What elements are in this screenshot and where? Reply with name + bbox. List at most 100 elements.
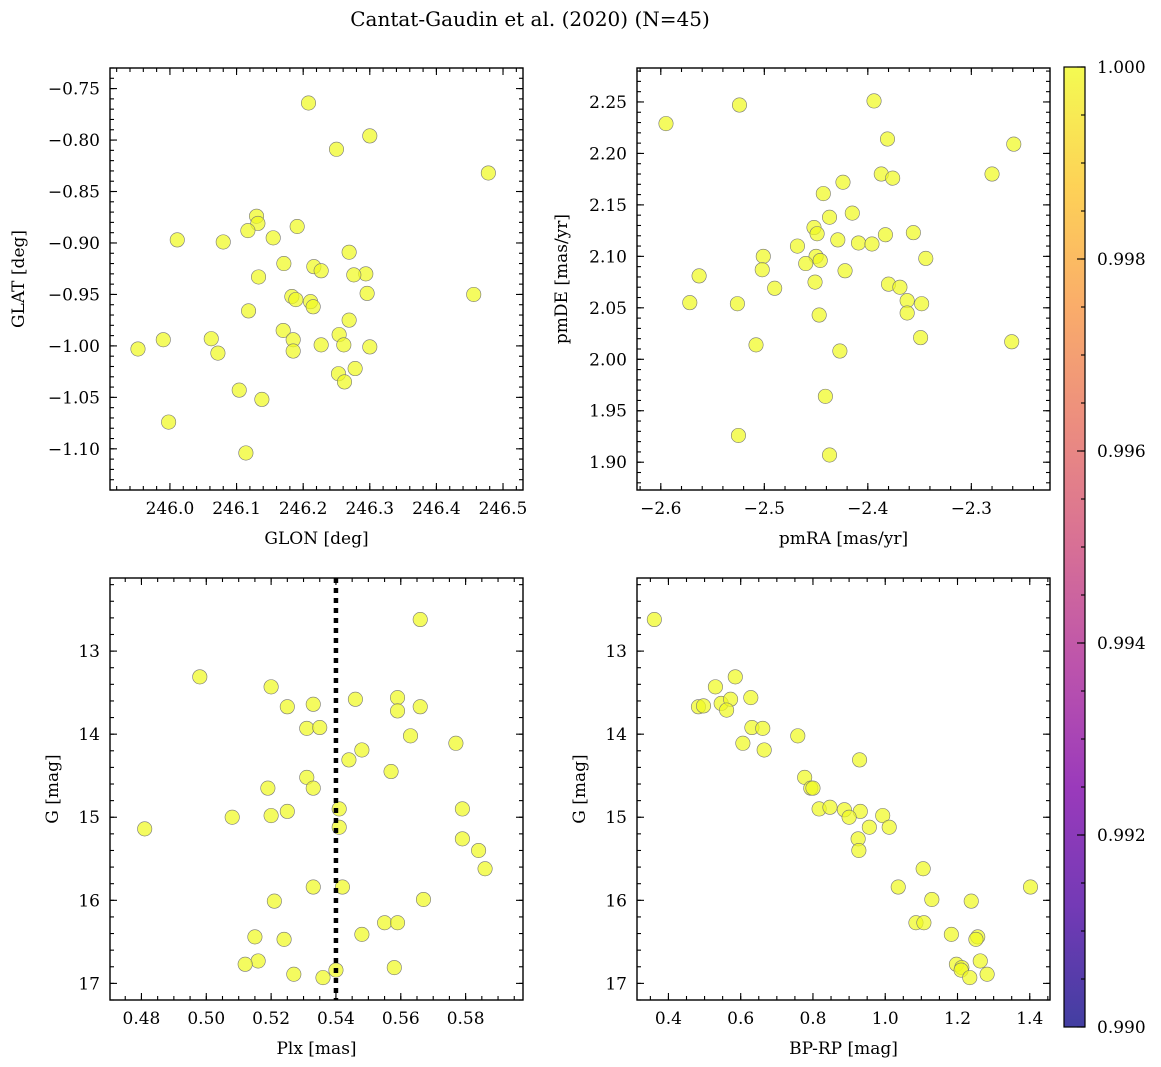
x-axis-label: BP-RP [mag] xyxy=(789,1039,898,1059)
y-tick-label: 2.00 xyxy=(589,350,627,370)
colorbar: 0.990 0.992 0.994 0.996 0.998 1.000 xyxy=(1063,58,1146,1038)
y-tick-label: 1.90 xyxy=(589,453,627,473)
x-tick-label: 0.8 xyxy=(799,1009,826,1029)
x-tick-label: 1.4 xyxy=(1016,1009,1043,1029)
data-point xyxy=(879,131,895,147)
data-point xyxy=(851,842,867,858)
panel-pmra-pmde: −2.6 −2.5 −2.4 −2.3 1.90 1.95 2.00 2.05 2.10 2.15… xyxy=(552,67,1051,549)
x-tick-label: −2.4 xyxy=(847,499,888,519)
y-tick-label: 2.05 xyxy=(589,299,627,319)
data-point xyxy=(755,248,771,264)
data-point xyxy=(362,128,378,144)
data-point xyxy=(169,232,185,248)
data-point xyxy=(289,219,305,235)
data-point xyxy=(805,780,821,796)
data-point xyxy=(755,720,771,736)
data-point xyxy=(346,267,362,283)
data-point xyxy=(789,238,805,254)
data-point xyxy=(707,679,723,695)
data-point xyxy=(347,361,363,377)
data-point xyxy=(403,728,419,744)
x-axis-label: pmRA [mas/yr] xyxy=(779,529,908,549)
y-tick-label: 2.20 xyxy=(589,144,627,164)
x-tick-label: 0.50 xyxy=(187,1009,225,1029)
y-axis-label: GLAT [deg] xyxy=(9,230,29,328)
x-tick-label: 1.2 xyxy=(944,1009,971,1029)
data-point xyxy=(822,799,838,815)
data-point xyxy=(312,720,328,736)
data-point xyxy=(276,256,292,272)
y-tick-label: 14 xyxy=(78,725,100,745)
data-point xyxy=(837,263,853,279)
data-point xyxy=(448,735,464,751)
data-point xyxy=(263,679,279,695)
data-point xyxy=(237,956,253,972)
data-point xyxy=(299,720,315,736)
y-tick-label: −0.85 xyxy=(48,183,100,203)
data-point xyxy=(347,691,363,707)
data-point xyxy=(266,893,282,909)
data-point xyxy=(305,299,321,315)
data-point xyxy=(466,286,482,302)
data-point xyxy=(914,296,930,312)
data-point xyxy=(286,966,302,982)
y-axis-label: G [mag] xyxy=(43,754,63,823)
data-point xyxy=(918,250,934,266)
data-point xyxy=(767,280,783,296)
data-point xyxy=(285,343,301,359)
data-point xyxy=(155,332,171,348)
data-point xyxy=(137,821,153,837)
y-tick-label: 17 xyxy=(605,974,627,994)
data-point xyxy=(731,97,747,113)
y-tick-label: −0.90 xyxy=(48,234,100,254)
data-point xyxy=(250,953,266,969)
data-point xyxy=(471,842,487,858)
data-point xyxy=(390,915,406,931)
x-tick-label: −2.6 xyxy=(640,499,681,519)
data-point xyxy=(861,819,877,835)
data-point xyxy=(754,262,770,278)
data-point xyxy=(852,752,868,768)
axes-frame xyxy=(109,577,524,1001)
y-tick-label: 13 xyxy=(78,642,100,662)
data-point xyxy=(412,699,428,715)
y-tick-label: 17 xyxy=(78,974,100,994)
data-point xyxy=(885,170,901,186)
x-tick-label: 0.54 xyxy=(317,1009,355,1029)
data-point xyxy=(238,445,254,461)
x-axis-label: GLON [deg] xyxy=(264,529,368,549)
x-tick-label: 246.1 xyxy=(212,499,261,519)
data-point xyxy=(305,879,321,895)
data-point xyxy=(835,174,851,190)
x-axis-label: Plx [mas] xyxy=(276,1039,356,1059)
colorbar-tick-label: 0.996 xyxy=(1097,442,1146,462)
data-point xyxy=(334,879,350,895)
y-tick-label: −0.75 xyxy=(48,80,100,100)
y-tick-label: 14 xyxy=(605,725,627,745)
data-point xyxy=(756,742,772,758)
data-point xyxy=(915,861,931,877)
data-point xyxy=(695,698,711,714)
data-point xyxy=(962,970,978,986)
data-point xyxy=(830,232,846,248)
data-point xyxy=(210,345,226,361)
data-point xyxy=(315,970,331,986)
data-point xyxy=(341,244,357,260)
y-tick-label: 2.10 xyxy=(589,247,627,267)
x-tick-label: 0.6 xyxy=(727,1009,754,1029)
data-point xyxy=(336,374,352,390)
x-tick-label: 246.2 xyxy=(279,499,328,519)
data-point xyxy=(386,960,402,976)
data-point xyxy=(341,752,357,768)
data-point xyxy=(328,141,344,157)
data-point xyxy=(811,307,827,323)
data-point xyxy=(354,742,370,758)
data-point xyxy=(275,322,291,338)
data-point xyxy=(866,93,882,109)
y-tick-label: −1.10 xyxy=(48,440,100,460)
data-point xyxy=(807,274,823,290)
data-point xyxy=(251,269,267,285)
y-axis-label: G [mag] xyxy=(570,754,590,823)
data-point xyxy=(905,225,921,241)
data-point xyxy=(305,696,321,712)
